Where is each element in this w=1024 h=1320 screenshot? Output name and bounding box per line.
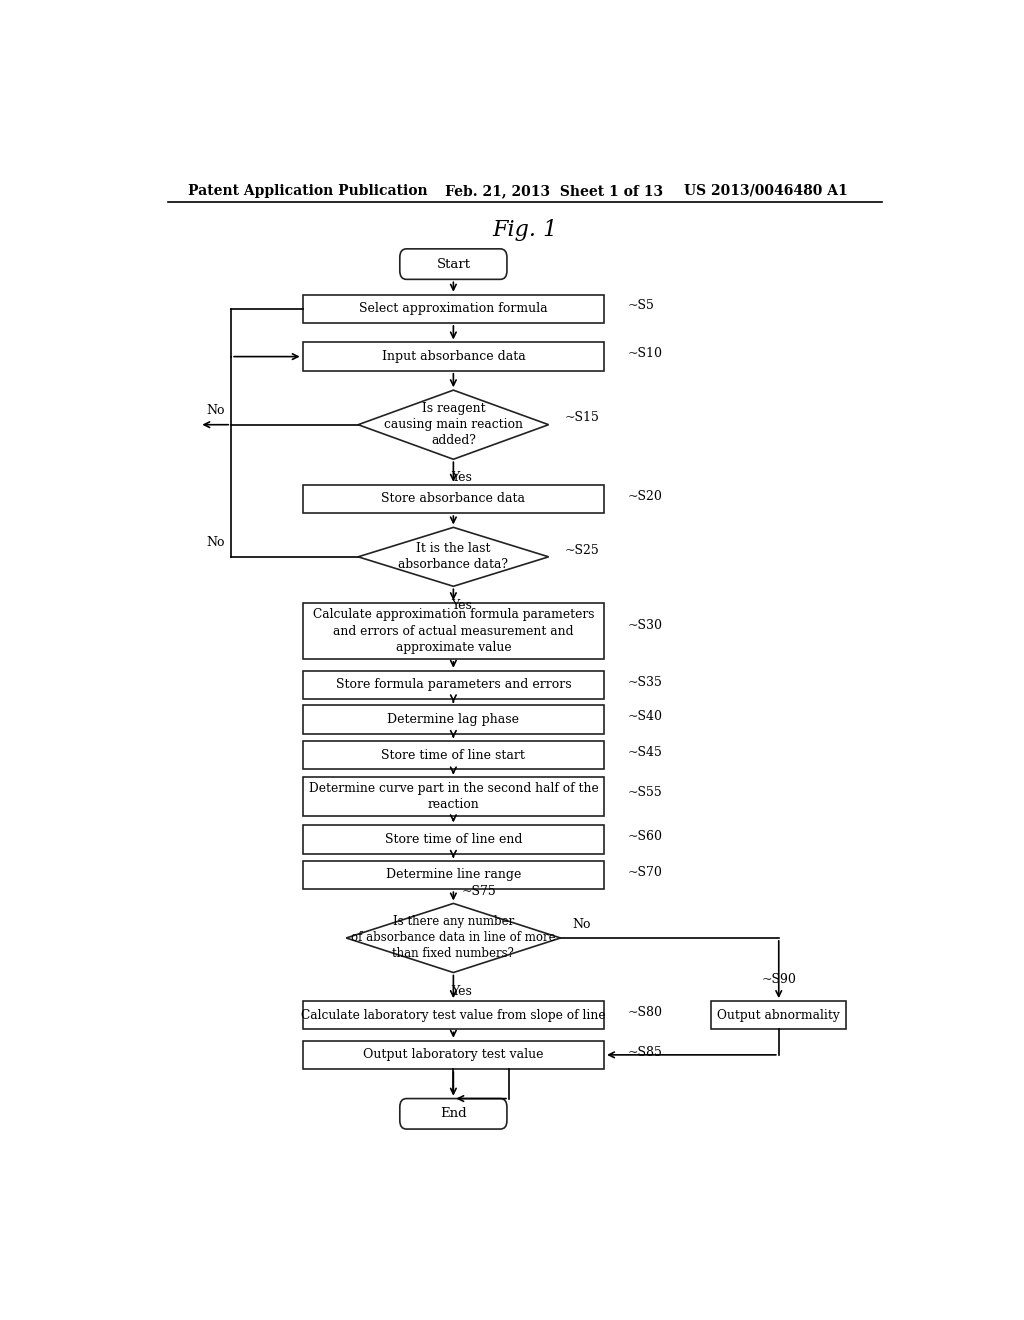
Polygon shape bbox=[358, 528, 549, 586]
Bar bbox=[303, 603, 604, 659]
Text: ~S80: ~S80 bbox=[628, 1006, 663, 1019]
Text: No: No bbox=[206, 536, 224, 549]
Text: It is the last
absorbance data?: It is the last absorbance data? bbox=[398, 543, 508, 572]
Text: ~S40: ~S40 bbox=[628, 710, 663, 723]
Bar bbox=[303, 294, 604, 323]
Bar bbox=[303, 777, 604, 816]
Text: Store time of line start: Store time of line start bbox=[381, 748, 525, 762]
Bar bbox=[303, 671, 604, 700]
Text: Determine curve part in the second half of the
reaction: Determine curve part in the second half … bbox=[308, 781, 598, 812]
Text: ~S20: ~S20 bbox=[628, 490, 663, 503]
Text: Feb. 21, 2013  Sheet 1 of 13: Feb. 21, 2013 Sheet 1 of 13 bbox=[445, 183, 664, 198]
Bar bbox=[303, 1040, 604, 1069]
Bar bbox=[712, 1001, 846, 1030]
Text: Is reagent
causing main reaction
added?: Is reagent causing main reaction added? bbox=[384, 403, 523, 447]
Text: ~S10: ~S10 bbox=[628, 347, 663, 360]
Text: Yes: Yes bbox=[451, 471, 472, 484]
Bar bbox=[303, 861, 604, 890]
Bar bbox=[303, 484, 604, 513]
Text: ~S30: ~S30 bbox=[628, 619, 663, 632]
Text: ~S15: ~S15 bbox=[564, 412, 599, 424]
Text: Store formula parameters and errors: Store formula parameters and errors bbox=[336, 678, 571, 692]
Text: Calculate approximation formula parameters
and errors of actual measurement and
: Calculate approximation formula paramete… bbox=[312, 609, 594, 653]
Text: Is there any number
of absorbance data in line of more
than fixed numbers?: Is there any number of absorbance data i… bbox=[351, 916, 556, 961]
Text: Determine lag phase: Determine lag phase bbox=[387, 713, 519, 726]
Text: Calculate laboratory test value from slope of line: Calculate laboratory test value from slo… bbox=[301, 1008, 605, 1022]
FancyBboxPatch shape bbox=[399, 249, 507, 280]
Text: ~S70: ~S70 bbox=[628, 866, 663, 879]
Text: ~S55: ~S55 bbox=[628, 787, 663, 800]
Text: Determine line range: Determine line range bbox=[386, 869, 521, 882]
Text: ~S25: ~S25 bbox=[564, 544, 599, 557]
Text: Store time of line end: Store time of line end bbox=[385, 833, 522, 846]
Text: No: No bbox=[572, 919, 591, 932]
Text: ~S35: ~S35 bbox=[628, 676, 663, 689]
Polygon shape bbox=[358, 391, 549, 459]
Text: Yes: Yes bbox=[451, 985, 472, 998]
Bar bbox=[303, 741, 604, 770]
Text: Input absorbance data: Input absorbance data bbox=[382, 350, 525, 363]
Text: Start: Start bbox=[436, 257, 470, 271]
Text: Select approximation formula: Select approximation formula bbox=[359, 302, 548, 315]
Text: Output laboratory test value: Output laboratory test value bbox=[364, 1048, 544, 1061]
Text: US 2013/0046480 A1: US 2013/0046480 A1 bbox=[684, 183, 847, 198]
Text: ~S60: ~S60 bbox=[628, 830, 663, 843]
Text: No: No bbox=[206, 404, 224, 417]
Bar bbox=[303, 342, 604, 371]
Text: End: End bbox=[440, 1107, 467, 1121]
Text: Patent Application Publication: Patent Application Publication bbox=[187, 183, 427, 198]
Text: Output abnormality: Output abnormality bbox=[718, 1008, 840, 1022]
Bar bbox=[303, 825, 604, 854]
Text: Store absorbance data: Store absorbance data bbox=[381, 492, 525, 506]
FancyBboxPatch shape bbox=[399, 1098, 507, 1129]
Text: ~S90: ~S90 bbox=[761, 973, 797, 986]
Text: ~S45: ~S45 bbox=[628, 746, 663, 759]
Text: ~S5: ~S5 bbox=[628, 300, 654, 313]
Bar bbox=[303, 705, 604, 734]
Text: ~S85: ~S85 bbox=[628, 1045, 663, 1059]
Text: ~S75: ~S75 bbox=[461, 886, 496, 899]
Text: Yes: Yes bbox=[451, 598, 472, 611]
Polygon shape bbox=[346, 903, 560, 973]
Bar bbox=[303, 1001, 604, 1030]
Text: Fig. 1: Fig. 1 bbox=[493, 219, 557, 240]
